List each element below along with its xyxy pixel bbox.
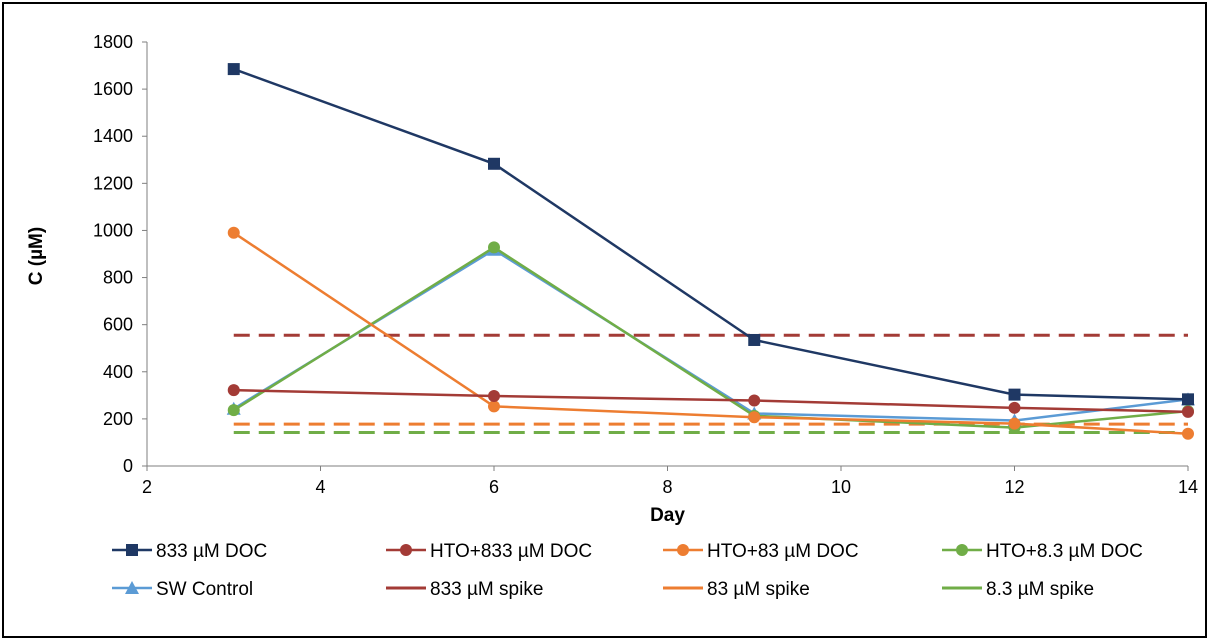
data-point xyxy=(227,226,240,239)
line-chart: 0 200 400 600 800 1000 1200 1400 1600 1800 2 4 6 8 10 1… xyxy=(26,32,1198,600)
legend-label: 8.3 µM spike xyxy=(986,579,1094,600)
x-tick-label: 14 xyxy=(1178,477,1198,497)
legend-label: HTO+83 µM DOC xyxy=(707,541,859,562)
legend: 833 µM DOC HTO+833 µM DOC HTO+83 µM DOC HTO… xyxy=(112,541,1143,600)
legend-item-hto-833-m-doc: HTO+833 µM DOC xyxy=(386,541,592,562)
legend-label: HTO+833 µM DOC xyxy=(430,541,592,562)
spike-lines xyxy=(233,333,1188,435)
x-tick-label: 4 xyxy=(315,477,325,497)
series-hto-83-m-doc xyxy=(227,226,1194,440)
data-point xyxy=(748,411,761,424)
data-point xyxy=(1008,401,1021,414)
data-point xyxy=(488,400,500,413)
x-tick-label: 12 xyxy=(1004,477,1024,497)
legend-item-83-m-spike: 83 µM spike xyxy=(663,579,810,600)
y-tick-label: 1400 xyxy=(93,126,133,146)
legend-item-833-m-spike: 833 µM spike xyxy=(386,579,543,600)
y-tick-label: 600 xyxy=(103,315,133,335)
axes: 0 200 400 600 800 1000 1200 1400 1600 1800 2 4 6 8 10 1… xyxy=(93,32,1198,497)
data-point xyxy=(227,404,240,417)
legend-marker xyxy=(125,581,139,594)
data-point xyxy=(227,384,240,397)
x-tick-label: 2 xyxy=(142,477,152,497)
legend-label: SW Control xyxy=(156,579,253,600)
series-line xyxy=(233,67,1189,401)
legend-item-sw-control: SW Control xyxy=(112,579,253,600)
legend-label: HTO+8.3 µM DOC xyxy=(986,541,1143,562)
data-point xyxy=(1008,417,1021,430)
data-point xyxy=(1182,393,1194,406)
series-lines xyxy=(226,63,1195,440)
legend-marker xyxy=(956,544,968,556)
y-tick-label: 800 xyxy=(103,268,133,288)
legend-label: 833 µM DOC xyxy=(156,541,267,562)
series-hto-833-m-doc xyxy=(227,384,1194,418)
legend-marker xyxy=(126,544,138,556)
series-line xyxy=(233,388,1189,414)
x-tick-label: 6 xyxy=(489,477,499,497)
legend-marker xyxy=(677,544,689,556)
y-tick-label: 1000 xyxy=(93,220,133,240)
y-tick-label: 1200 xyxy=(93,173,133,193)
data-point xyxy=(488,157,500,170)
data-point xyxy=(1182,427,1194,440)
legend-label: 833 µM spike xyxy=(430,579,543,600)
series-hto-8-3-m-doc xyxy=(227,241,1194,434)
data-point xyxy=(227,63,240,76)
series-line xyxy=(233,231,1189,435)
y-tick-label: 400 xyxy=(103,362,133,382)
data-point xyxy=(488,390,500,403)
legend-item-hto-8-3-m-doc: HTO+8.3 µM DOC xyxy=(942,541,1143,562)
y-axis-label: C (µM) xyxy=(26,227,47,285)
data-point xyxy=(1008,388,1021,401)
legend-item-833-m-doc: 833 µM DOC xyxy=(112,541,267,562)
data-point xyxy=(748,394,761,407)
y-tick-label: 1800 xyxy=(93,32,133,52)
series-833-m-doc xyxy=(227,63,1194,406)
x-tick-label: 8 xyxy=(662,477,672,497)
legend-item-hto-83-m-doc: HTO+83 µM DOC xyxy=(663,541,859,562)
y-tick-label: 1600 xyxy=(93,79,133,99)
legend-item-8-3-m-spike: 8.3 µM spike xyxy=(942,579,1094,600)
legend-label: 83 µM spike xyxy=(707,579,810,600)
y-tick-label: 200 xyxy=(103,409,133,429)
data-point xyxy=(1182,405,1194,418)
x-tick-label: 10 xyxy=(831,477,851,497)
legend-marker xyxy=(400,544,412,556)
data-point xyxy=(488,241,500,254)
y-tick-label: 0 xyxy=(123,456,133,476)
x-axis-label: Day xyxy=(650,505,685,526)
data-point xyxy=(748,333,761,346)
